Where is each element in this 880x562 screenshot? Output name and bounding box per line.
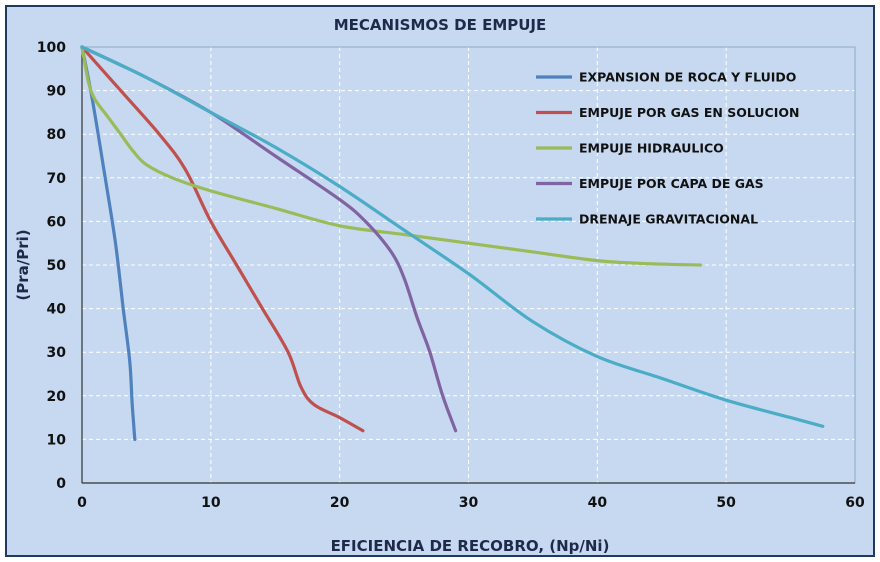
series-lines <box>80 45 825 441</box>
y-tick-label: 60 <box>47 214 67 230</box>
y-tick-label: 10 <box>47 432 67 448</box>
series-line-1 <box>80 45 137 441</box>
legend-label: EMPUJE POR CAPA DE GAS <box>579 176 764 191</box>
x-tick-label: 40 <box>588 495 608 511</box>
y-tick-label: 100 <box>37 40 66 56</box>
legend-label: EMPUJE POR GAS EN SOLUCION <box>579 105 799 120</box>
chart-area-background <box>5 5 875 557</box>
series-line-3 <box>80 45 702 267</box>
x-tick-label: 50 <box>716 495 736 511</box>
x-tick-label: 0 <box>77 495 87 511</box>
legend-label: EXPANSION DE ROCA Y FLUIDO <box>579 70 796 85</box>
y-tick-label: 70 <box>47 171 67 187</box>
y-tick-label: 80 <box>47 127 67 143</box>
x-tick-label: 20 <box>330 495 350 511</box>
y-tick-label: 50 <box>47 258 67 274</box>
y-tick-label: 20 <box>47 389 67 405</box>
legend-label: EMPUJE HIDRAULICO <box>579 141 724 156</box>
y-tick-label: 30 <box>47 345 67 361</box>
legend-label: DRENAJE GRAVITACIONAL <box>579 212 758 227</box>
x-axis-label: EFICIENCIA DE RECOBRO, (Np/Ni) <box>331 537 610 555</box>
x-tick-label: 30 <box>459 495 479 511</box>
y-tick-label: 40 <box>47 302 67 318</box>
x-tick-label: 60 <box>845 495 865 511</box>
y-axis-label: (Pra/Pri) <box>14 229 32 300</box>
y-tick-label: 90 <box>47 84 67 100</box>
series-line-5 <box>80 45 825 428</box>
y-tick-label: 0 <box>56 476 66 492</box>
axis-ticks: 0 10 20 30 40 50 60 0 10 20 30 40 50 60 70 80 90 100 <box>37 40 865 511</box>
series-line-2 <box>80 45 365 433</box>
legend: EXPANSION DE ROCA Y FLUIDO EMPUJE POR GAS… <box>536 70 799 227</box>
chart-title: MECANISMOS DE EMPUJE <box>334 16 547 34</box>
x-tick-label: 10 <box>201 495 221 511</box>
